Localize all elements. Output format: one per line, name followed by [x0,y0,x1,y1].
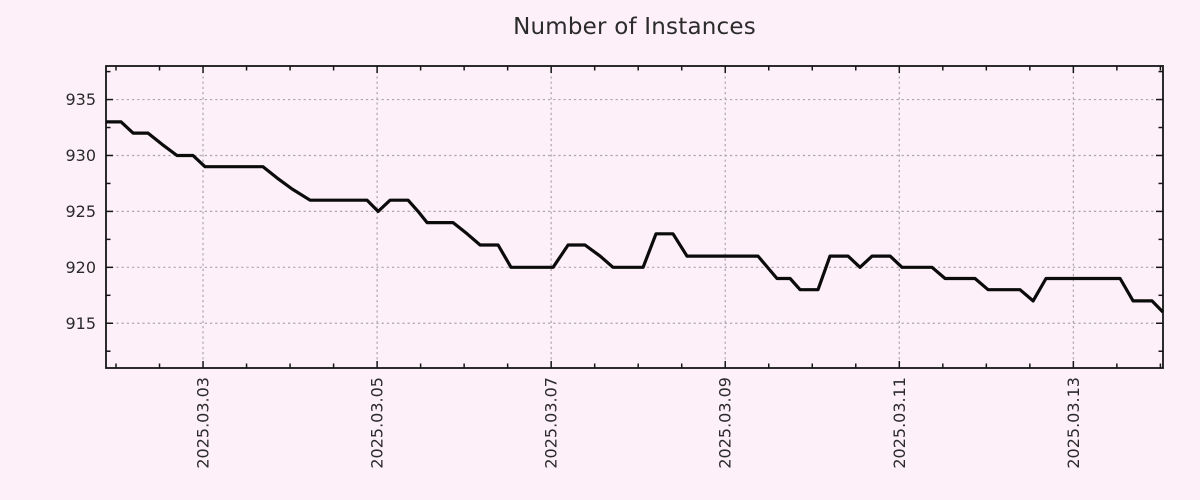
x-tick-label: 2025.03.13 [1064,377,1083,469]
x-tick-label: 2025.03.05 [368,377,387,469]
x-tick-label: 2025.03.11 [890,377,909,469]
y-tick-label: 925 [65,202,96,221]
y-tick-label: 935 [65,90,96,109]
x-tick-label: 2025.03.03 [194,377,213,469]
series-line-instances [106,120,1165,314]
x-tick-label: 2025.03.09 [716,377,735,469]
x-tick-label: 2025.03.07 [542,377,561,469]
y-tick-label: 920 [65,258,96,277]
y-tick-label: 930 [65,146,96,165]
chart-title: Number of Instances [513,14,756,40]
plot-border [105,65,1164,369]
y-tick-label: 915 [65,314,96,333]
